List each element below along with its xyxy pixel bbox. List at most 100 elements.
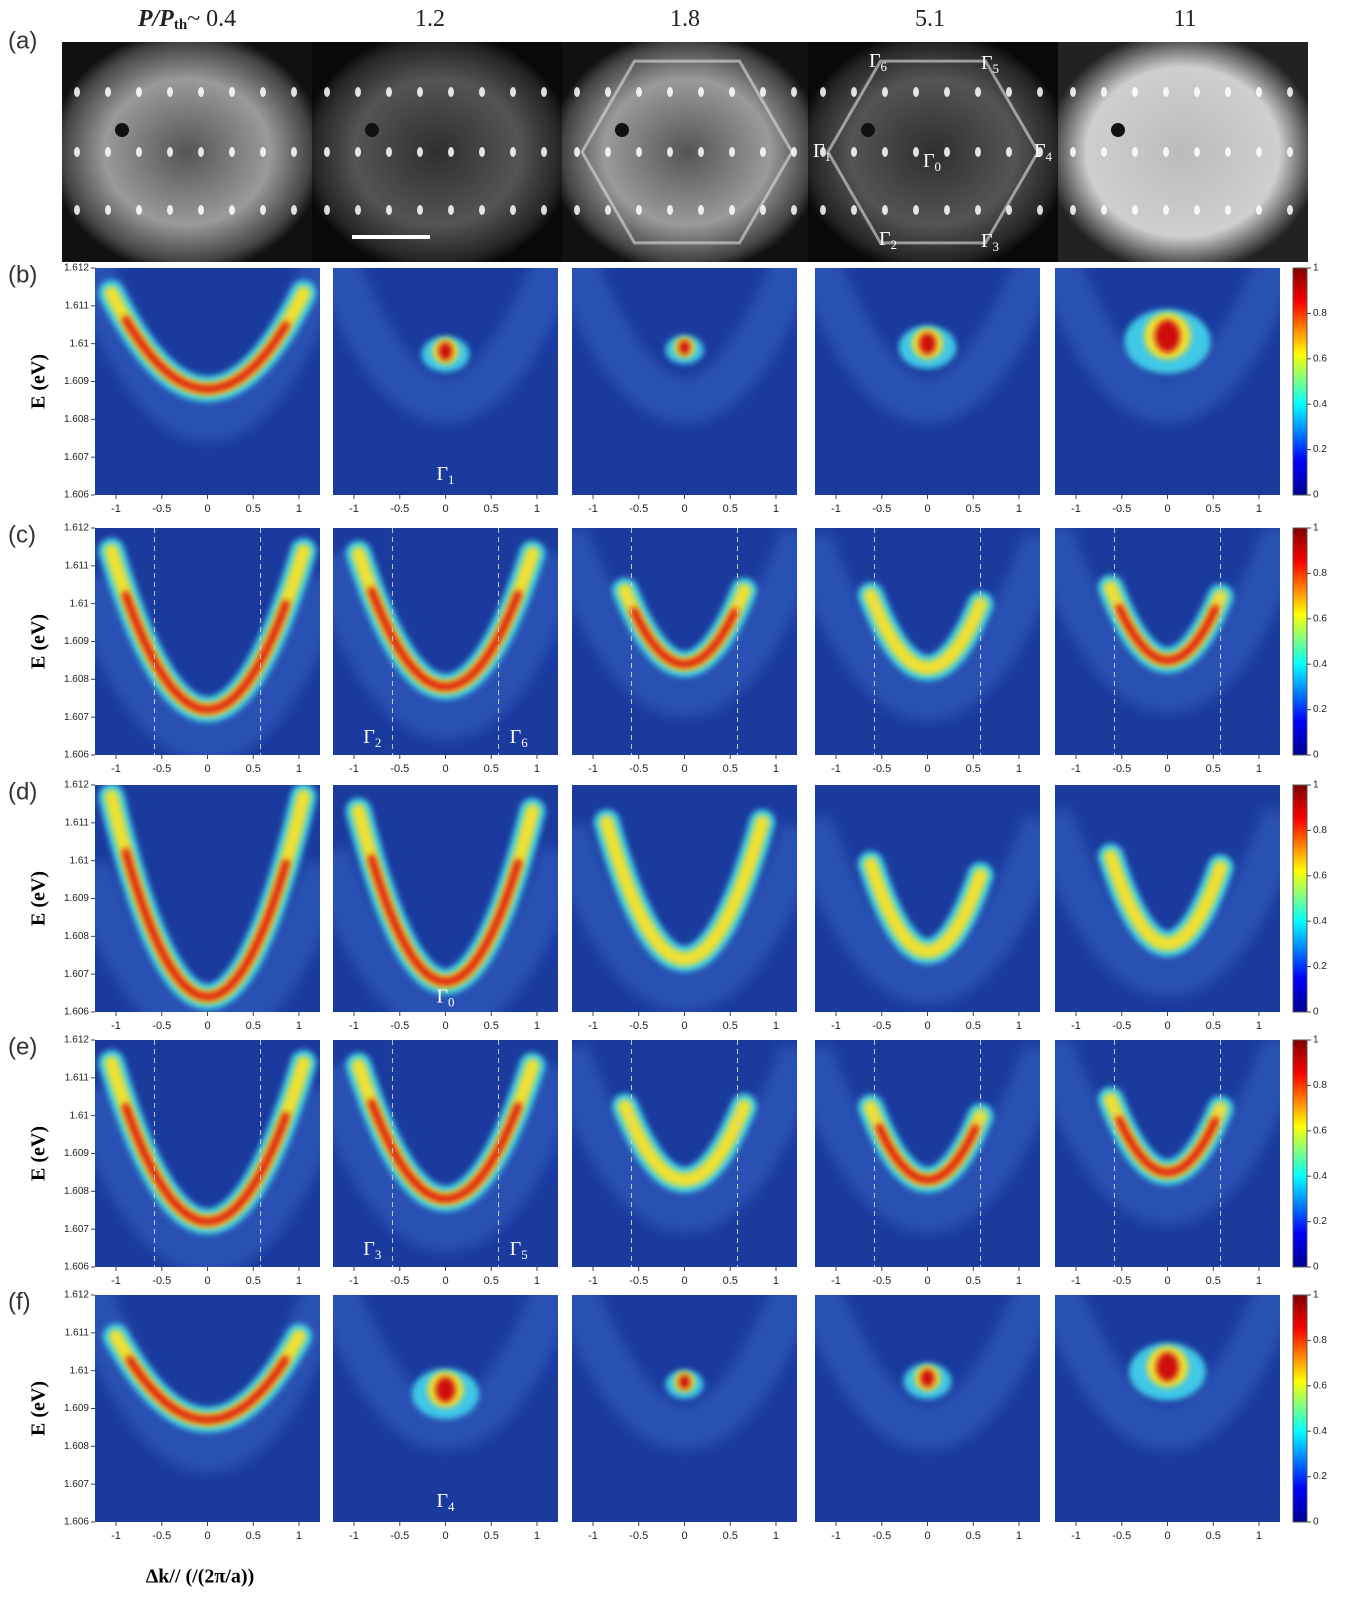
photo-bg: [808, 42, 1058, 262]
diffraction-spot: [324, 147, 330, 157]
colorbar-tick-label: 0.4: [1313, 1171, 1327, 1182]
diffraction-spot: [1070, 205, 1076, 215]
y-tick-label: 1.608: [64, 1441, 89, 1452]
x-tick-label: -1: [111, 763, 121, 775]
diffraction-spot: [448, 205, 454, 215]
x-tick-label: 0.5: [723, 1275, 738, 1287]
heatmap: [1055, 1040, 1280, 1267]
x-tick-label: 0: [924, 1530, 930, 1542]
gamma-subscript: 6: [521, 735, 528, 750]
y-axis-label: E (eV): [28, 354, 50, 409]
diffraction-spot: [479, 87, 485, 97]
x-tick-label: -1: [831, 1530, 841, 1542]
x-tick-label: -0.5: [152, 1275, 171, 1287]
diffraction-spot: [636, 205, 642, 215]
diffraction-spot: [229, 87, 235, 97]
diffraction-spot: [355, 147, 361, 157]
x-tick-label: 1: [1016, 1020, 1022, 1032]
heatmap: [815, 268, 1040, 495]
colorbar-tick-label: 0.6: [1313, 353, 1327, 364]
diffraction-spot: [229, 147, 235, 157]
diffraction-spot: [1256, 147, 1262, 157]
colorbar-tick-label: 0.8: [1313, 825, 1327, 836]
diffraction-spot: [1194, 87, 1200, 97]
gamma-subscript: 4: [1046, 149, 1053, 164]
gamma-subscript: 5: [521, 1247, 528, 1262]
gamma-label: Γ4: [436, 1490, 455, 1514]
diffraction-spot: [74, 147, 80, 157]
y-tick-label: 1.612: [64, 780, 89, 791]
band-core: [367, 854, 522, 986]
x-tick-label: 0.5: [723, 503, 738, 515]
diffraction-spot: [324, 205, 330, 215]
diffraction-spot: [105, 147, 111, 157]
gamma-label: Γ2: [879, 228, 897, 252]
band-mid: [618, 1099, 751, 1188]
x-tick-label: -0.5: [152, 763, 171, 775]
diffraction-spot: [975, 147, 981, 157]
x-tick-label: -1: [111, 503, 121, 515]
x-tick-label: 0.5: [246, 1020, 261, 1032]
diffraction-spot: [198, 205, 204, 215]
heatmap: [95, 1040, 320, 1267]
x-tick-label: -0.5: [629, 1275, 648, 1287]
colorbar: [1292, 267, 1308, 496]
gamma-label: Γ0: [923, 150, 941, 174]
diffraction-spot: [882, 205, 888, 215]
heatmap: [1055, 1295, 1280, 1522]
power-value: 1.2: [415, 6, 445, 32]
halo: [95, 1084, 320, 1267]
gamma-subscript: 6: [881, 59, 888, 74]
x-tick-label: -0.5: [1112, 1275, 1131, 1287]
x-tick-label: 1: [296, 1530, 302, 1542]
halo: [95, 268, 320, 442]
diffraction-spot: [1101, 205, 1107, 215]
x-tick-label: -1: [1071, 1020, 1081, 1032]
diffraction-spot: [667, 205, 673, 215]
x-tick-label: 0.5: [484, 1275, 499, 1287]
diffraction-spot: [944, 205, 950, 215]
gamma-symbol: Γ: [363, 1238, 375, 1260]
colorbar-tick-label: 0.2: [1313, 704, 1327, 715]
band-core: [1115, 1115, 1220, 1177]
power-value: 5.1: [915, 6, 945, 32]
diffraction-spot: [729, 87, 735, 97]
x-tick-label: -0.5: [629, 503, 648, 515]
heatmap: [95, 528, 320, 755]
x-tick-label: 0.5: [1206, 1530, 1221, 1542]
diffraction-spot: [417, 87, 423, 97]
diffraction-spot: [1225, 87, 1231, 97]
photo-bg: [62, 42, 312, 262]
diffraction-spot: [74, 87, 80, 97]
ratio-value: ~ 0.4: [187, 6, 236, 32]
colorbar-tick-label: 1: [1313, 263, 1319, 274]
diffraction-spot: [698, 87, 704, 97]
diffraction-spot: [851, 147, 857, 157]
diffraction-spot: [198, 87, 204, 97]
power-value: 1.8: [670, 6, 700, 32]
halo: [572, 1295, 797, 1450]
diffraction-spot: [1132, 147, 1138, 157]
halo: [333, 268, 558, 423]
colorbar-tick-label: 1: [1313, 1035, 1319, 1046]
halo: [572, 1042, 797, 1233]
diffraction-spot: [1287, 147, 1293, 157]
x-tick-label: -1: [349, 1530, 359, 1542]
diffraction-spot: [105, 205, 111, 215]
x-tick-label: -1: [588, 1020, 598, 1032]
diffraction-spot: [448, 147, 454, 157]
diffraction-spot: [1163, 205, 1169, 215]
x-tick-label: 1: [1256, 503, 1262, 515]
column-title: 1.8: [670, 6, 700, 32]
halo: [572, 528, 797, 718]
ratio-label: P/P: [137, 6, 174, 32]
x-tick-label: 1: [1256, 1530, 1262, 1542]
x-tick-label: -0.5: [390, 1530, 409, 1542]
x-tick-label: -1: [588, 1530, 598, 1542]
halo: [815, 813, 1040, 1005]
x-tick-label: -1: [831, 503, 841, 515]
diffraction-spot: [260, 205, 266, 215]
x-tick-label: -0.5: [390, 1020, 409, 1032]
diffraction-spot: [448, 87, 454, 97]
heatmap: [333, 785, 558, 1012]
